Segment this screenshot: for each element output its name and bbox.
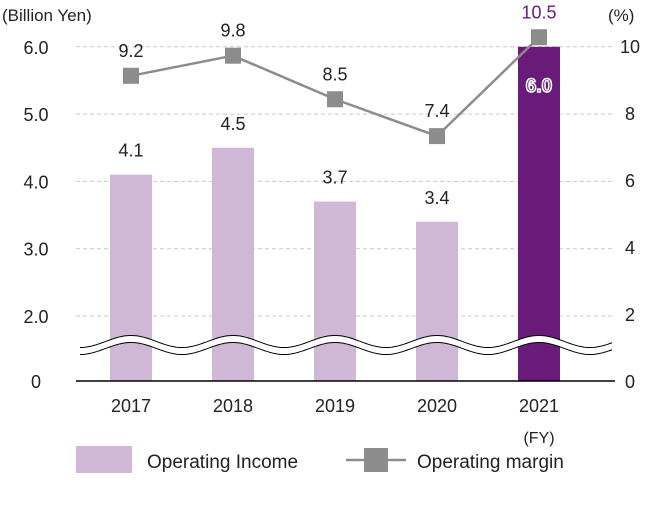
margin-label: 10.5 [521,2,556,22]
bar-2019 [314,201,356,381]
break-line [79,335,613,349]
x-tick-label: 2018 [213,396,253,416]
margin-label: 9.2 [118,41,143,61]
x-tick-label: 2019 [315,396,355,416]
bar-2020 [416,221,458,381]
bar-label: 4.1 [118,141,143,161]
left-tick-label: 6.0 [23,38,48,58]
right-tick-label: 0 [625,372,635,392]
margin-polyline [130,36,540,138]
margin-marker-2017 [123,67,139,84]
left-tick-label: 5.0 [23,105,48,125]
legend-label-operating-income: Operating Income [147,452,298,473]
right-tick-label: 4 [625,238,635,258]
margin-marker-2020 [429,128,445,145]
tick-labels: 0 2.0 3.0 4.0 5.0 6.0 0 2 4 6 8 10 2017 2018 2019 2020 2… [23,37,640,416]
right-tick-label: 8 [625,104,635,124]
bar-label: 4.5 [220,114,245,134]
left-axis-label: (Billion Yen) [2,6,92,25]
bars [110,46,560,382]
margin-marker-2019 [327,91,343,108]
bar-label: 3.7 [322,168,347,188]
bar-label: 6.0 [526,76,552,97]
x-tick-label: 2021 [519,396,559,416]
right-axis-label: (%) [608,6,634,25]
break-line [79,342,613,356]
left-tick-label: 4.0 [23,172,48,192]
legend-marker-operating-margin [364,448,388,472]
bar-2021 [518,46,560,382]
left-tick-label: 2.0 [23,307,48,327]
right-tick-label: 2 [625,305,635,325]
margin-label: 9.8 [220,21,245,41]
x-tick-label: 2017 [111,396,151,416]
margin-label: 7.4 [424,101,449,121]
break-gap [79,335,614,355]
legend-label-operating-margin: Operating margin [417,452,564,473]
data-labels: 4.1 4.5 3.7 3.4 6.0 9.2 9.8 8.5 7.4 10.5 [118,2,556,208]
left-tick-label: 0 [31,372,41,392]
bar-2018 [212,147,254,381]
legend-swatch-operating-income [76,446,132,473]
margin-line [123,29,547,145]
margin-marker-2021 [531,29,547,46]
legend: Operating Income Operating margin [76,446,564,473]
margin-label: 8.5 [322,64,347,84]
right-tick-label: 10 [620,37,640,57]
x-unit-label: (FY) [523,430,554,447]
x-tick-label: 2020 [417,396,457,416]
bar-2017 [110,174,152,381]
margin-marker-2018 [225,47,241,64]
axis-break [79,335,614,356]
left-tick-label: 3.0 [23,240,48,260]
right-tick-label: 6 [625,171,635,191]
bar-label: 3.4 [424,188,449,208]
